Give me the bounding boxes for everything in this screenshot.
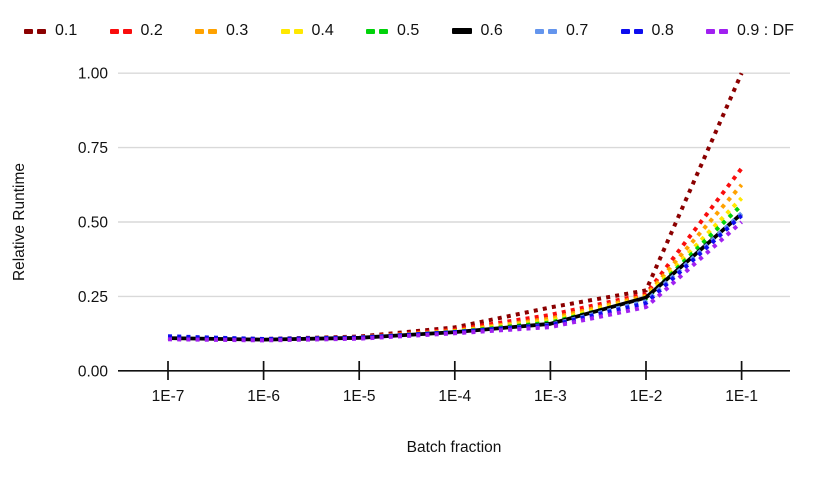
legend-label-0.3: 0.3 <box>226 22 249 39</box>
legend-dash-icon <box>535 28 544 34</box>
y-tick-label: 0.00 <box>78 363 109 380</box>
legend-dash-icon <box>109 28 119 34</box>
x-axis-title: Batch fraction <box>407 439 502 456</box>
legend-label-0.8: 0.8 <box>651 22 674 39</box>
legend-label-0.4: 0.4 <box>311 22 334 39</box>
legend-dash-icon <box>37 28 46 34</box>
series-line-0.9 <box>167 220 743 343</box>
legend-item-0.9: 0.9 : DF <box>706 23 794 39</box>
legend-label-0.9: 0.9 : DF <box>737 22 794 39</box>
legend-dash-icon <box>719 28 728 34</box>
x-tick-labels: 1E-7 1E-6 1E-5 1E-4 1E-3 1E-2 1E-1 <box>152 388 758 405</box>
legend-swatch-0.4 <box>280 28 303 34</box>
gridlines <box>118 72 790 298</box>
legend-swatch-0.9 <box>706 28 728 34</box>
legend: 0.1 0.2 0.3 0.4 0.5 0.6 0.7 0.8 0.9 : DF <box>0 0 814 50</box>
legend-label-0.1: 0.1 <box>55 22 78 39</box>
y-tick-labels: 0.00 0.25 0.50 0.75 1.00 <box>78 66 109 381</box>
x-tick-label: 1E-6 <box>247 388 280 405</box>
legend-item-0.4: 0.4 <box>280 22 334 39</box>
legend-dash-icon <box>24 28 33 34</box>
series-lines <box>167 72 744 343</box>
series-line-0.8 <box>167 214 743 341</box>
legend-dash-icon <box>366 28 375 34</box>
series-line-0.1 <box>167 72 744 341</box>
y-axis-title: Relative Runtime <box>11 163 28 281</box>
legend-item-0.2: 0.2 <box>109 22 163 39</box>
legend-dash-icon <box>633 28 643 34</box>
series-line-0.2 <box>167 167 744 342</box>
legend-dash-icon <box>379 28 388 34</box>
legend-item-0.3: 0.3 <box>195 23 248 39</box>
x-tick-label: 1E-2 <box>630 388 663 405</box>
legend-dash-icon <box>620 28 630 34</box>
legend-label-0.7: 0.7 <box>566 22 589 39</box>
legend-label-0.5: 0.5 <box>397 22 420 39</box>
axes <box>118 361 790 380</box>
x-tick-label: 1E-3 <box>534 388 567 405</box>
series-line-0.6 <box>167 212 743 342</box>
legend-dash-icon <box>548 28 557 34</box>
legend-swatch-0.2 <box>109 28 132 34</box>
legend-item-0.5: 0.5 <box>366 23 419 39</box>
series-line-0.7 <box>167 211 743 342</box>
legend-label-0.6: 0.6 <box>480 22 503 39</box>
legend-item-0.8: 0.8 <box>620 22 674 39</box>
x-tick-label: 1E-5 <box>343 388 376 405</box>
legend-dash-icon <box>122 28 132 34</box>
series-line-0.5 <box>167 203 744 342</box>
legend-item-0.6: 0.6 <box>451 22 503 39</box>
legend-swatch-0.3 <box>195 28 217 34</box>
legend-item-0.7: 0.7 <box>535 23 588 39</box>
x-tick-label: 1E-4 <box>438 388 471 405</box>
legend-swatch-0.5 <box>366 28 388 34</box>
legend-label-0.2: 0.2 <box>140 22 163 39</box>
legend-dash-icon <box>451 28 472 34</box>
legend-item-0.1: 0.1 <box>24 23 77 39</box>
legend-swatch-0.1 <box>24 28 46 34</box>
x-tick-label: 1E-1 <box>725 388 758 405</box>
y-tick-label: 0.50 <box>78 215 109 232</box>
y-tick-label: 0.25 <box>78 289 108 306</box>
series-line-0.4 <box>167 196 744 342</box>
x-tick-label: 1E-7 <box>152 388 185 405</box>
legend-dash-icon <box>293 28 303 34</box>
legend-swatch-0.7 <box>535 28 557 34</box>
legend-swatch-0.6 <box>451 28 472 34</box>
legend-dash-icon <box>208 28 217 34</box>
series-line-0.3 <box>167 183 744 342</box>
legend-dash-icon <box>280 28 290 34</box>
y-tick-label: 0.75 <box>78 140 108 157</box>
y-tick-label: 1.00 <box>78 66 109 83</box>
legend-swatch-0.8 <box>620 28 643 34</box>
legend-dash-icon <box>195 28 204 34</box>
legend-dash-icon <box>706 28 715 34</box>
plot-area: 1E-7 1E-6 1E-5 1E-4 1E-3 1E-2 1E-1 0.00 0.25 0.5… <box>11 66 790 456</box>
